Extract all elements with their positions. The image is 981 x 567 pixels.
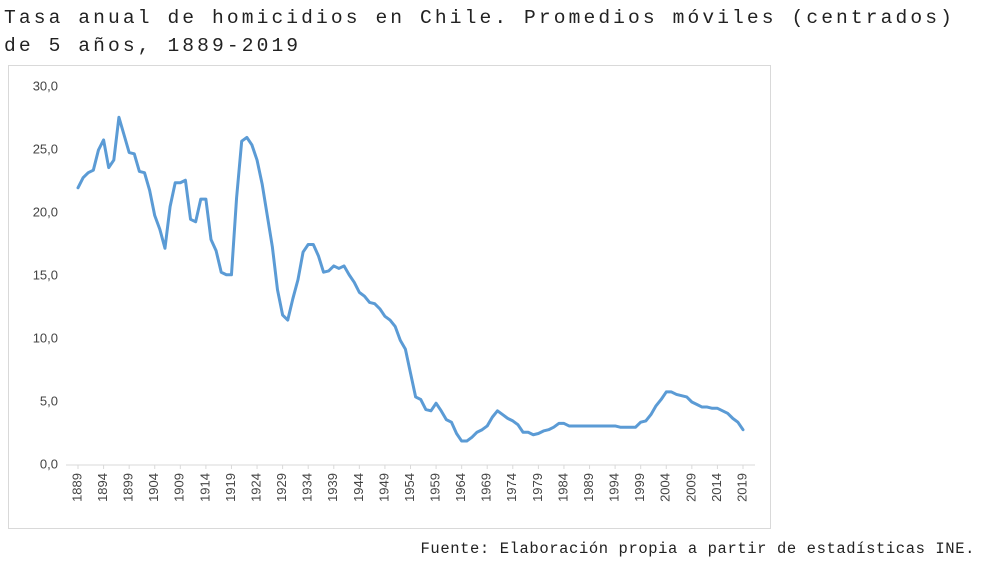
data-line [76, 115, 745, 443]
x-tick-label: 1929 [274, 473, 289, 502]
x-tick-label: 1934 [300, 473, 315, 502]
x-tick-label: 1979 [530, 473, 545, 502]
x-tick-label: 1999 [632, 473, 647, 502]
x-tick-label: 1889 [69, 473, 84, 502]
x-tick-label: 1944 [351, 473, 366, 502]
chart-title: Tasa anual de homicidios en Chile. Prome… [4, 7, 955, 57]
x-tick-label: 1894 [95, 473, 110, 502]
x-tick-label: 2014 [709, 473, 724, 502]
x-tick-label: 1974 [504, 473, 519, 502]
x-tick-label: 1899 [121, 473, 136, 502]
x-tick-label: 1939 [325, 473, 340, 502]
x-tick-label: 2004 [658, 473, 673, 502]
source-note: Fuente: Elaboración propia a partir de e… [420, 540, 975, 558]
x-tick-label: 1914 [197, 473, 212, 502]
y-tick-label: 0,0 [40, 456, 58, 471]
y-tick-label: 5,0 [40, 393, 58, 408]
x-tick-label: 2009 [683, 473, 698, 502]
y-tick-label: 15,0 [33, 267, 58, 282]
x-tick-label: 1949 [376, 473, 391, 502]
chart-frame [8, 65, 771, 529]
x-tick-label: 1924 [248, 473, 263, 502]
y-tick-label: 20,0 [33, 204, 58, 219]
x-tick-label: 1964 [453, 473, 468, 502]
x-tick-label: 1919 [223, 473, 238, 502]
x-tick-label: 1909 [172, 473, 187, 502]
y-tick-label: 25,0 [33, 141, 58, 156]
y-tick-label: 10,0 [33, 330, 58, 345]
x-tick-label: 1989 [581, 473, 596, 502]
x-tick-label: 2019 [734, 473, 749, 502]
y-tick-label: 30,0 [33, 78, 58, 93]
x-tick-label: 1959 [428, 473, 443, 502]
x-tick-label: 1954 [402, 473, 417, 502]
x-tick-label: 1994 [607, 473, 622, 502]
x-tick-label: 1969 [479, 473, 494, 502]
x-tick-label: 1904 [146, 473, 161, 502]
x-tick-label: 1984 [555, 473, 570, 502]
